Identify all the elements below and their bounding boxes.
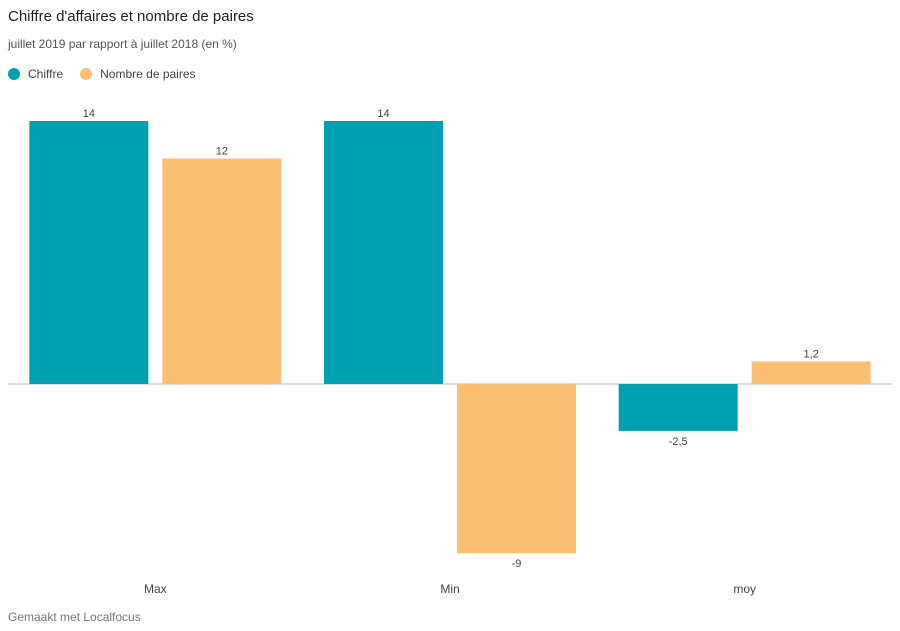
data-label-nombre-de-paires-max: 12 [216,146,228,158]
x-tick-label-max: Max [144,582,167,596]
bar-nombre-de-paires-min [457,383,576,553]
x-tick-label-moy: moy [733,582,756,596]
bar-chiffre-min [324,121,443,384]
chart-subtitle: juillet 2019 par rapport à juillet 2018 … [8,37,237,51]
bar-nombre-de-paires-moy [751,361,871,384]
legend-label-nombre-de-paires: Nombre de paires [100,67,196,81]
legend: Chiffre Nombre de paires [8,67,213,81]
data-label-chiffre-max: 14 [83,108,95,120]
chart-title: Chiffre d'affaires et nombre de paires [8,8,254,25]
legend-swatch-nombre-de-paires [80,68,93,80]
legend-swatch-chiffre [8,68,20,80]
legend-label-chiffre: Chiffre [28,67,64,81]
data-label-nombre-de-paires-min: -9 [512,558,522,570]
legend-item-chiffre: Chiffre [8,67,63,81]
data-label-nombre-de-paires-moy: 1,2 [804,348,819,360]
footer-credit: Gemaakt met Localfocus [8,610,141,624]
bar-chiffre-moy [618,383,738,431]
data-label-chiffre-moy: -2,5 [669,436,688,448]
bar-chiffre-max [29,121,149,384]
bar-nombre-de-paires-max [162,158,282,384]
legend-item-nombre-de-paires: Nombre de paires [80,67,196,81]
x-tick-label-min: Min [440,582,459,596]
data-label-chiffre-min: 14 [377,108,389,120]
